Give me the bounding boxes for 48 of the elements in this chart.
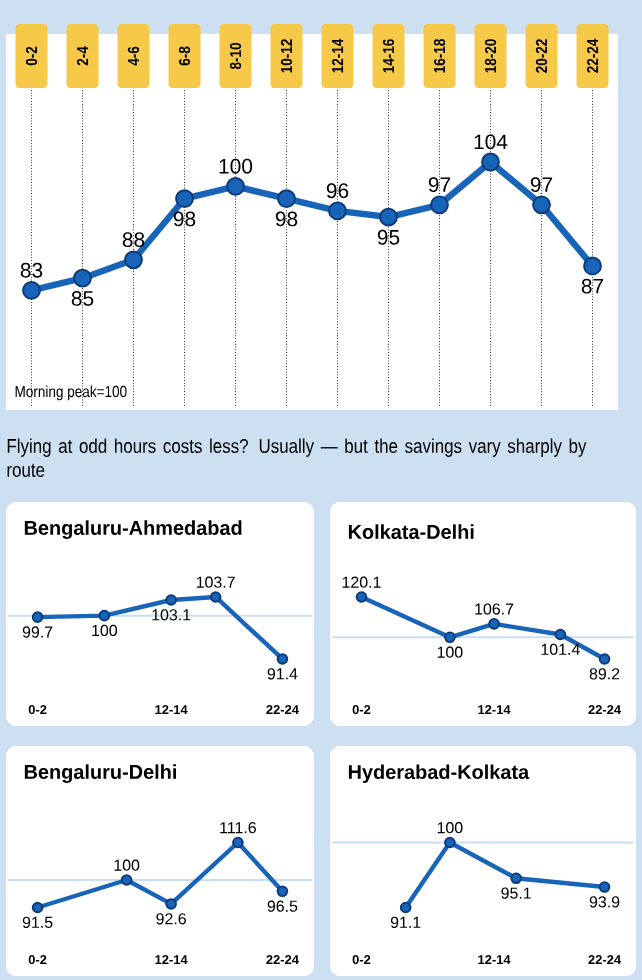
data-label: 95 [377,229,400,245]
data-label: 83 [20,262,43,278]
point [209,591,222,603]
point [276,653,289,665]
data-label: 96 [326,183,349,199]
point [277,189,296,209]
point [510,872,522,885]
point [120,874,133,886]
data-label: 98 [173,211,196,227]
point [444,631,456,644]
point [31,611,44,623]
data-label: 100 [219,158,253,174]
data-label: 104 [474,134,508,150]
point [430,195,449,215]
point [399,901,412,914]
point [232,836,244,849]
data-label: 88 [122,232,145,248]
point [598,653,611,665]
data-label: 85 [71,291,94,306]
point [22,281,41,300]
point [73,268,92,288]
chart-title: Bengaluru-Ahmedabad [24,520,242,539]
point [355,591,368,603]
point [532,195,551,215]
chart-title: Bengaluru-Delhi [24,764,176,783]
point [598,881,611,893]
point [444,836,456,849]
chart-title: Hyderabad-Kolkata [348,764,530,783]
point [379,207,398,227]
point [165,594,177,606]
point [226,177,245,196]
point [165,898,177,910]
point [328,201,347,221]
data-label: 97 [428,177,451,193]
point [583,256,602,276]
data-label: 98 [275,211,298,227]
point [175,189,194,209]
chart-title: Kolkata-Delhi [348,524,474,539]
point [124,250,143,270]
data-label: 97 [530,177,553,193]
point [31,901,44,914]
point [488,618,500,630]
text: Flying at odd hours costs less? Usually — but the savings vary sharply by route [7,438,587,477]
point [276,885,289,898]
point [481,152,500,172]
point [554,628,567,641]
point [98,609,111,622]
data-label: 87 [581,278,604,294]
